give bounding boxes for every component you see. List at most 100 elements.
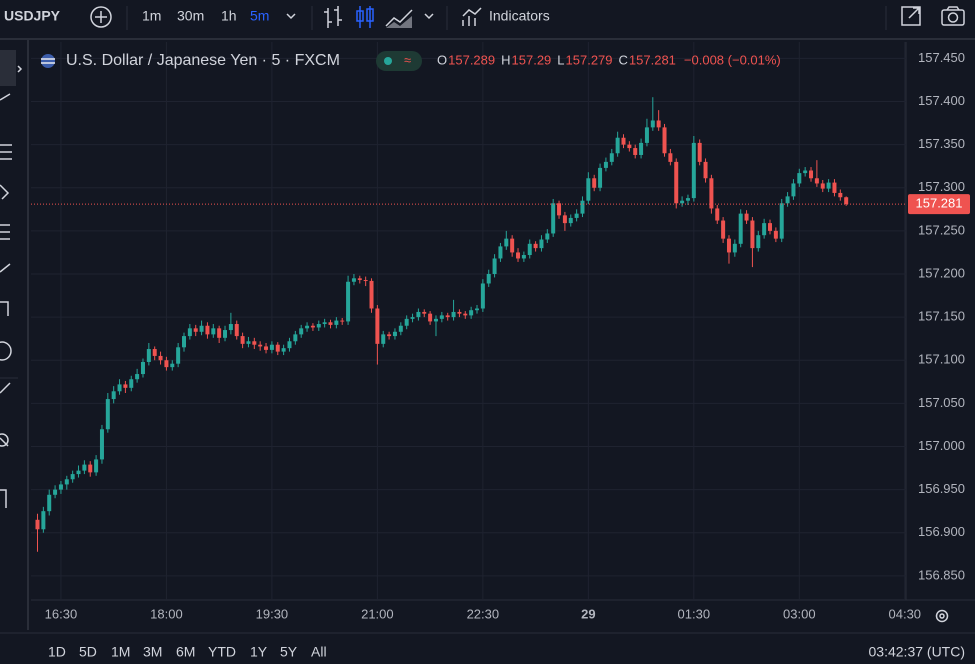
ohlc-label: C: [619, 52, 628, 67]
candle-body: [668, 153, 673, 162]
candle-body: [621, 137, 626, 145]
add-symbol-button[interactable]: [90, 6, 112, 28]
interval-button[interactable]: 5m: [250, 8, 269, 24]
candle-body: [363, 280, 368, 282]
candle-body: [539, 239, 544, 249]
interval-dropdown[interactable]: [286, 13, 296, 20]
candle-body: [398, 325, 403, 332]
candle-body: [375, 308, 380, 344]
area-style-button[interactable]: [385, 9, 413, 28]
interval-button[interactable]: 30m: [177, 8, 204, 24]
y-tick-label: 156.950: [918, 481, 965, 496]
candle-body: [433, 318, 438, 322]
candle-body: [826, 182, 831, 189]
range-button[interactable]: 5D: [79, 644, 97, 660]
candle-body: [521, 255, 526, 259]
intervals: 1m 30m 1h 5m: [142, 8, 269, 24]
candle-body: [603, 161, 608, 168]
settings-button[interactable]: [935, 609, 949, 623]
candle-body: [639, 142, 644, 155]
candle-body: [404, 318, 409, 326]
tool-cursor[interactable]: [0, 50, 16, 86]
range-button[interactable]: 1D: [48, 644, 66, 660]
candle-body: [586, 178, 591, 201]
candle-body: [82, 464, 87, 471]
interval-button[interactable]: 1h: [221, 8, 237, 24]
candle-body: [64, 479, 69, 485]
candle-body: [480, 283, 485, 309]
flag-stripes: [41, 58, 55, 64]
candle-body: [562, 215, 567, 224]
interval-button[interactable]: 1m: [142, 8, 161, 24]
bottom-bar: 1D 5D 1M 3M 6M YTD 1Y 5Y All 03:42:37 (UTC): [48, 644, 965, 660]
indicators-button[interactable]: Indicators: [462, 7, 550, 26]
candle-body: [217, 328, 222, 338]
candle-body: [199, 325, 204, 332]
range-button[interactable]: YTD: [208, 644, 236, 660]
range-button[interactable]: All: [311, 644, 327, 660]
axes: 157.450 157.400 157.350 157.300 157.250 157.2…: [45, 50, 970, 621]
range-button[interactable]: 1Y: [250, 644, 268, 660]
flag-icon: [41, 54, 55, 68]
candle-body: [316, 324, 321, 328]
bar-style-button[interactable]: [324, 6, 342, 28]
candle-body: [228, 324, 233, 331]
range-button[interactable]: 5Y: [280, 644, 298, 660]
candle-body: [53, 489, 58, 495]
candle-body: [340, 320, 345, 322]
range-button[interactable]: 6M: [176, 644, 195, 660]
symbol[interactable]: USDJPY: [4, 8, 61, 24]
chart-title: U.S. Dollar / Japanese Yen · 5 · FXCM: [66, 52, 340, 69]
ohlc-value: 157.279: [566, 52, 613, 67]
candle-body: [117, 384, 122, 392]
candle-body: [703, 161, 708, 179]
style-dropdown[interactable]: [424, 13, 434, 20]
ohlc-label: H: [501, 52, 510, 67]
snapshot-button[interactable]: [941, 6, 965, 26]
candle-body: [715, 208, 720, 221]
candle-body: [732, 243, 737, 253]
fullscreen-button[interactable]: [901, 6, 921, 26]
candle-body: [281, 348, 286, 352]
y-tick-label: 157.300: [918, 179, 965, 194]
candle-style-button[interactable]: [356, 6, 374, 28]
range-button[interactable]: 3M: [143, 644, 162, 660]
y-tick-label: 156.900: [918, 524, 965, 539]
x-tick-label: 04:30: [889, 606, 922, 621]
candle-body: [41, 511, 46, 530]
range-button[interactable]: 1M: [111, 644, 130, 660]
candle-body: [299, 328, 304, 335]
y-tick-label: 157.350: [918, 136, 965, 151]
candle-body: [70, 474, 75, 480]
candle-body: [697, 142, 702, 162]
y-tick-label: 157.250: [918, 222, 965, 237]
candle-body: [392, 331, 397, 337]
candle-body: [310, 325, 315, 328]
candle-body: [158, 355, 163, 361]
candle-body: [416, 311, 421, 318]
candle-body: [105, 399, 110, 430]
candle-body: [785, 196, 790, 204]
candle-body: [486, 273, 491, 284]
candle-body: [182, 336, 186, 348]
candle-body: [762, 223, 767, 236]
candle-body: [814, 178, 819, 184]
candle-body: [527, 243, 532, 256]
candle-body: [287, 341, 292, 349]
chart-panel: [31, 42, 975, 632]
candle-body: [598, 167, 603, 188]
ohlc-value: 157.289: [448, 52, 495, 67]
candle-body: [469, 310, 474, 316]
candle-body: [123, 384, 128, 388]
candle-body: [838, 192, 843, 198]
candle-body: [615, 137, 620, 154]
indicators-label[interactable]: Indicators: [489, 8, 550, 24]
ohlc-label: L: [557, 52, 564, 67]
candle-body: [662, 127, 667, 154]
candle-body: [140, 361, 145, 375]
y-tick-label: 157.000: [918, 438, 965, 453]
ohlc-value: 157.281: [629, 52, 676, 67]
candle-body: [410, 317, 415, 319]
top-toolbar: [0, 0, 975, 38]
